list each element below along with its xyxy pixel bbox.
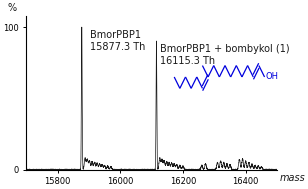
Text: mass: mass: [280, 173, 305, 183]
Text: %: %: [8, 3, 17, 13]
Text: OH: OH: [265, 72, 278, 81]
Text: BmorPBP1
15877.3 Th: BmorPBP1 15877.3 Th: [91, 30, 146, 52]
Text: BmorPBP1 + bombykol (1)
16115.3 Th: BmorPBP1 + bombykol (1) 16115.3 Th: [160, 44, 290, 66]
